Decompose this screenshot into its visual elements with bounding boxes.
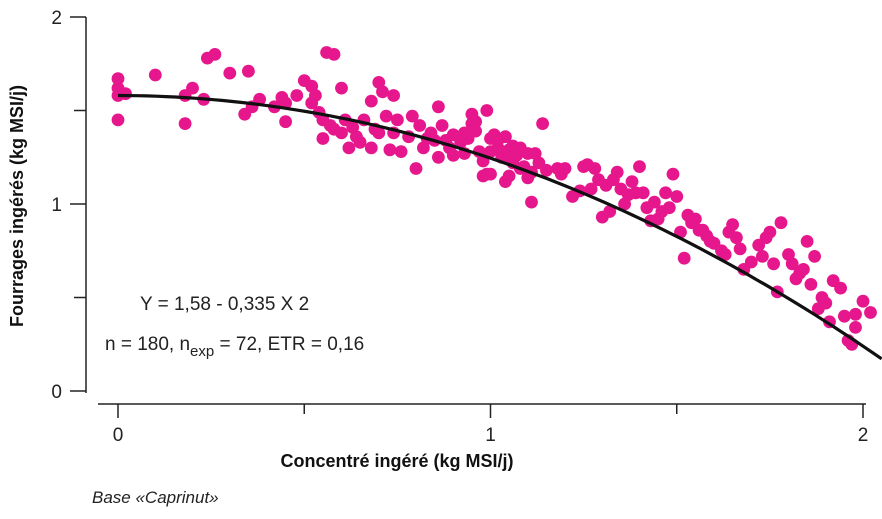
data-point bbox=[242, 64, 255, 78]
y-tick-label: 1 bbox=[51, 195, 62, 216]
data-point bbox=[838, 309, 851, 323]
equation-label: Y = 1,58 - 0,335 X 2 bbox=[140, 294, 309, 315]
data-point bbox=[432, 100, 445, 114]
data-point bbox=[379, 109, 393, 123]
x-tick-label: 1 bbox=[485, 425, 496, 446]
data-point bbox=[372, 126, 386, 140]
data-point bbox=[733, 242, 747, 256]
data-point bbox=[469, 124, 482, 138]
data-point bbox=[774, 216, 788, 230]
fit-curve bbox=[117, 93, 882, 361]
data-point bbox=[353, 135, 367, 149]
data-point bbox=[610, 165, 624, 179]
data-point bbox=[662, 201, 676, 215]
data-point bbox=[785, 257, 799, 271]
data-point bbox=[804, 278, 818, 291]
data-point bbox=[744, 255, 758, 269]
data-point bbox=[409, 162, 423, 175]
data-point bbox=[480, 104, 494, 117]
data-point bbox=[819, 296, 833, 310]
y-tick-label: 2 bbox=[51, 8, 62, 29]
data-point bbox=[309, 89, 322, 102]
data-point bbox=[584, 182, 598, 196]
data-point bbox=[391, 113, 404, 127]
data-point bbox=[405, 109, 419, 123]
data-point bbox=[253, 92, 266, 106]
data-point bbox=[186, 81, 199, 95]
data-point bbox=[148, 68, 162, 82]
x-axis-title: Concentré ingéré (kg MSI/j) bbox=[280, 451, 513, 471]
data-point bbox=[383, 143, 397, 157]
data-point bbox=[525, 195, 538, 209]
data-point bbox=[763, 225, 777, 239]
data-point bbox=[864, 306, 877, 319]
data-point bbox=[342, 141, 356, 155]
axes: 0 1 2 0 1 2 bbox=[51, 8, 868, 446]
stats-label: n = 180, nexp = 72, ETR = 0,16 bbox=[105, 334, 364, 360]
data-point bbox=[718, 248, 732, 261]
data-point bbox=[394, 145, 408, 159]
data-point bbox=[432, 150, 445, 164]
x-tick-label: 0 bbox=[113, 425, 124, 446]
data-point bbox=[376, 85, 389, 99]
data-point bbox=[111, 113, 125, 127]
data-point bbox=[588, 162, 602, 175]
y-tick-label: 0 bbox=[51, 382, 62, 403]
data-point bbox=[540, 163, 553, 177]
data-point bbox=[536, 117, 549, 130]
data-point bbox=[290, 89, 304, 102]
data-point bbox=[666, 167, 680, 181]
data-point bbox=[364, 94, 378, 108]
data-point bbox=[435, 119, 449, 132]
data-point bbox=[484, 167, 497, 181]
data-point bbox=[387, 89, 400, 102]
data-point bbox=[648, 195, 661, 209]
y-axis-title: Fourrages ingérés (kg MSI/j) bbox=[7, 85, 27, 327]
data-point bbox=[119, 87, 132, 101]
data-point bbox=[689, 212, 702, 226]
data-point bbox=[279, 115, 292, 129]
data-point bbox=[633, 160, 646, 174]
data-point bbox=[808, 250, 821, 263]
data-point bbox=[636, 186, 650, 200]
data-point bbox=[413, 119, 427, 132]
data-point bbox=[558, 162, 572, 175]
data-point bbox=[446, 149, 460, 162]
data-point bbox=[670, 190, 684, 203]
data-point bbox=[208, 48, 222, 61]
data-point bbox=[499, 130, 512, 144]
data-point bbox=[469, 115, 482, 129]
data-point bbox=[625, 175, 639, 189]
data-point bbox=[797, 263, 810, 276]
data-point bbox=[502, 169, 516, 183]
data-point bbox=[335, 126, 348, 140]
data-point bbox=[677, 251, 691, 265]
data-point bbox=[327, 48, 341, 61]
data-point bbox=[856, 294, 870, 308]
data-point bbox=[111, 72, 125, 86]
data-point bbox=[603, 205, 617, 218]
data-point bbox=[849, 321, 862, 334]
data-point bbox=[335, 81, 348, 95]
data-point bbox=[849, 307, 862, 321]
data-point bbox=[223, 66, 237, 80]
data-point bbox=[756, 250, 769, 263]
data-point bbox=[364, 141, 378, 155]
data-point bbox=[726, 218, 739, 232]
data-point bbox=[316, 132, 330, 145]
data-point bbox=[767, 257, 780, 271]
data-points bbox=[111, 46, 877, 351]
data-point bbox=[730, 231, 743, 245]
data-point bbox=[659, 186, 672, 200]
data-point bbox=[834, 281, 847, 295]
data-point bbox=[178, 117, 192, 130]
data-point bbox=[800, 235, 814, 248]
source-note: Base «Caprinut» bbox=[92, 488, 219, 507]
x-tick-label: 2 bbox=[858, 425, 869, 446]
